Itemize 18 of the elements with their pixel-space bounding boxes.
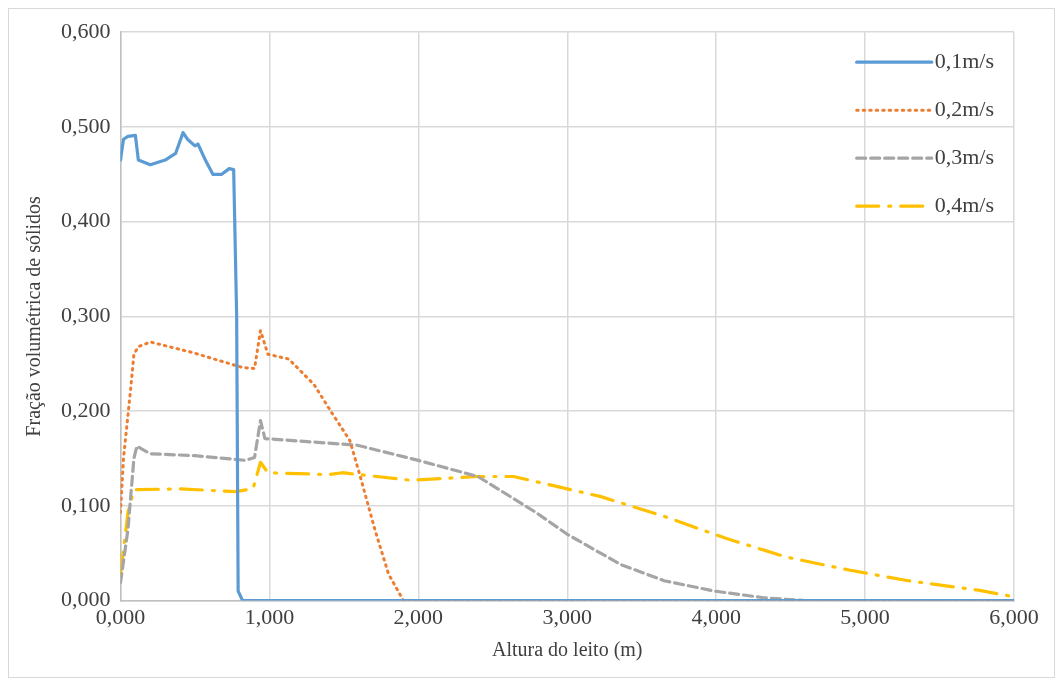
x-tick-label: 3,000 [542,603,592,629]
y-tick-label: 0,300 [61,302,111,328]
y-axis-title: Fração volumétrica de sólidos [22,195,46,437]
legend-label: 0,1m/s [934,47,995,73]
y-tick-label: 0,100 [61,491,111,517]
x-axis-title: Altura do leito (m) [491,638,643,662]
legend-label: 0,3m/s [934,143,995,169]
y-tick-label: 0,600 [61,17,111,43]
x-tick-label: 6,000 [989,603,1039,629]
y-tick-label: 0,400 [61,207,111,233]
legend-label: 0,4m/s [934,191,995,217]
x-tick-label: 1,000 [244,603,295,629]
legend-label: 0,2m/s [934,95,995,121]
y-tick-label: 0,200 [61,396,111,422]
x-tick-label: 4,000 [691,603,741,629]
x-tick-label: 2,000 [393,603,444,629]
y-tick-label: 0,500 [61,112,111,138]
x-tick-label: 5,000 [840,603,890,629]
